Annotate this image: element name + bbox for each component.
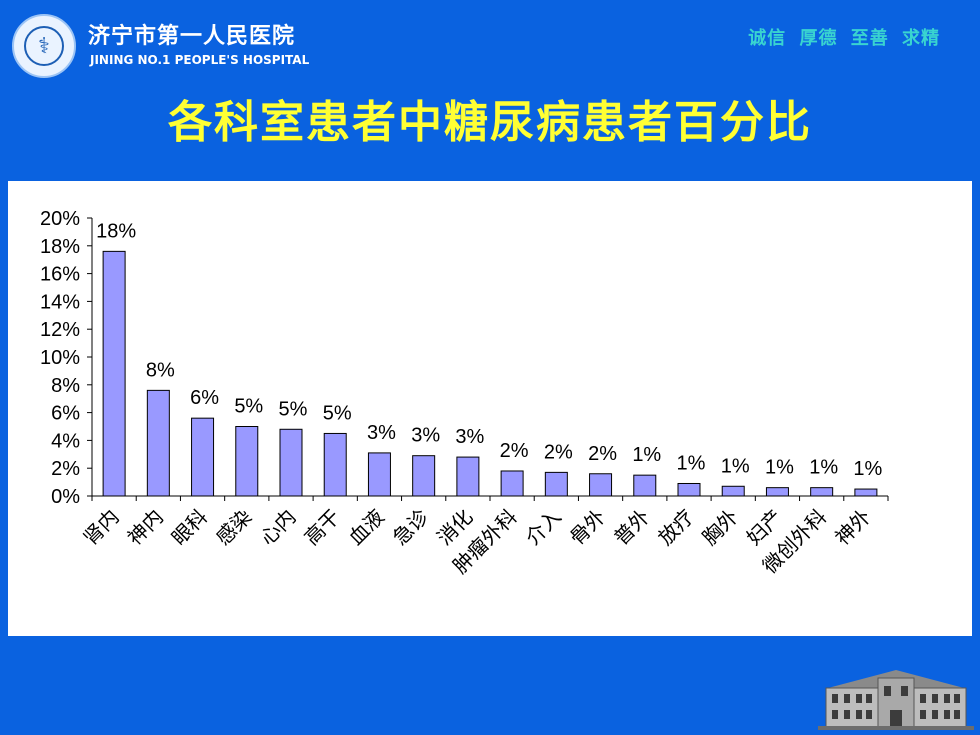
data-label: 3% [411, 425, 440, 447]
data-label: 6% [190, 387, 219, 409]
bar [721, 485, 745, 497]
bar [500, 470, 524, 497]
data-label: 18% [96, 220, 136, 242]
bar [367, 452, 391, 497]
bar [235, 426, 259, 497]
category-label: 普外 [609, 505, 654, 550]
hospital-building-image [818, 660, 974, 730]
y-tick-label: 2% [51, 458, 80, 480]
hospital-name-cn: 济宁市第一人民医院 [88, 24, 296, 49]
category-label: 血液 [344, 505, 389, 550]
category-label: 心内 [255, 505, 300, 550]
data-label: 1% [853, 458, 882, 480]
data-label: 8% [146, 359, 175, 381]
category-label: 高干 [300, 505, 345, 550]
data-label: 5% [234, 396, 263, 418]
data-label: 1% [721, 455, 750, 477]
category-label: 神外 [830, 505, 875, 550]
hospital-logo: ⚕ [12, 14, 76, 78]
data-label: 1% [632, 444, 661, 466]
y-tick-label: 0% [51, 486, 80, 508]
y-tick-label: 6% [51, 403, 80, 425]
bar [677, 482, 701, 497]
bar [412, 455, 436, 497]
bar [544, 471, 568, 497]
y-tick-label: 18% [40, 236, 80, 258]
bar [102, 250, 126, 497]
y-tick-label: 12% [40, 319, 80, 341]
data-label: 5% [323, 402, 352, 424]
y-tick-label: 8% [51, 375, 80, 397]
y-tick-label: 10% [40, 347, 80, 369]
data-label: 3% [367, 422, 396, 444]
data-label: 3% [455, 426, 484, 448]
data-label: 2% [544, 441, 573, 463]
bar [765, 487, 789, 497]
caduceus-icon: ⚕ [24, 26, 64, 66]
bar [810, 487, 834, 497]
slide-title: 各科室患者中糖尿病患者百分比 [168, 97, 812, 148]
category-label: 神内 [123, 505, 168, 550]
category-label: 急诊 [388, 505, 433, 550]
bar [633, 474, 657, 497]
y-tick-label: 4% [51, 430, 80, 452]
category-label: 感染 [211, 505, 256, 550]
bar [146, 389, 170, 497]
bar [589, 473, 613, 497]
y-tick-label: 20% [40, 208, 80, 230]
data-label: 5% [279, 398, 308, 420]
bar [191, 417, 215, 497]
y-tick-label: 14% [40, 291, 80, 313]
category-label: 放疗 [653, 505, 698, 550]
data-label: 2% [500, 440, 529, 462]
category-label: 眼科 [167, 505, 212, 550]
data-label: 1% [677, 452, 706, 474]
bar-chart: 0% 2% 4% 6% 8% 10% 12% 14% 16% 18% 20% 18% 肾内 8% 神内 6% 眼… [40, 208, 889, 578]
hospital-motto: 诚信 厚德 至善 求精 [748, 28, 940, 49]
data-label: 2% [588, 443, 617, 465]
bar [456, 456, 480, 497]
y-tick-label: 16% [40, 264, 80, 286]
bar [279, 428, 303, 497]
category-label: 胸外 [698, 505, 743, 550]
data-label: 1% [765, 457, 794, 479]
category-label: 介入 [521, 505, 566, 550]
category-label: 骨外 [565, 505, 610, 550]
category-label: 肾内 [78, 505, 123, 550]
data-label: 1% [809, 457, 838, 479]
bar [854, 488, 878, 497]
bar [323, 432, 347, 497]
chart-panel: 0% 2% 4% 6% 8% 10% 12% 14% 16% 18% 20% 18% 肾内 8% 神内 6% 眼… [8, 181, 972, 636]
hospital-name-en: JINING NO.1 PEOPLE'S HOSPITAL [90, 53, 310, 67]
